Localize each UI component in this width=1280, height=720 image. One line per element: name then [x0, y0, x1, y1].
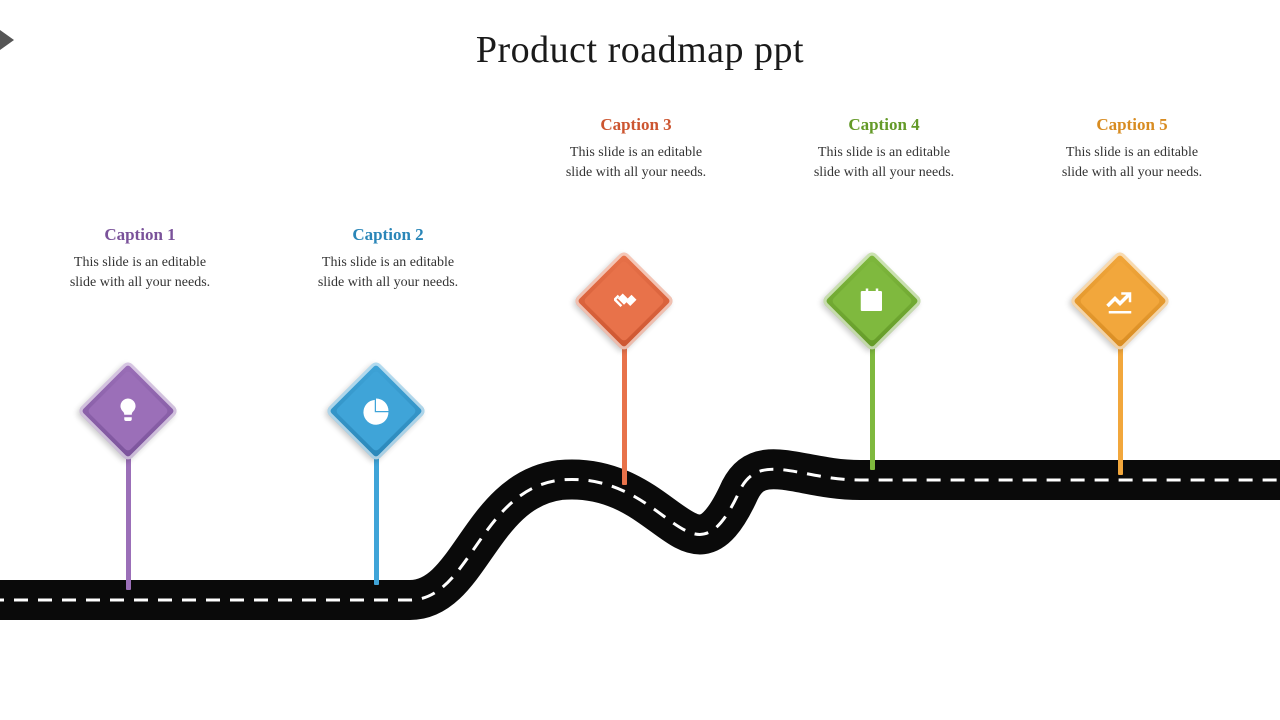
caption-body: This slide is an editable slide with all…: [288, 253, 488, 294]
caption-title: Caption 2: [288, 225, 488, 245]
diamond-sign-4: [821, 250, 923, 352]
milestone-text-1: Caption 1 This slide is an editable slide…: [40, 225, 240, 294]
handshake-icon: [609, 286, 639, 316]
slide-title: Product roadmap ppt: [0, 0, 1280, 72]
sign-pole: [870, 345, 875, 470]
milestone-text-5: Caption 5 This slide is an editable slide…: [1032, 115, 1232, 184]
calendar-icon: [857, 286, 887, 316]
bulb-icon: [113, 396, 143, 426]
sign-pole: [1118, 345, 1123, 475]
pie-icon: [361, 396, 391, 426]
caption-title: Caption 3: [536, 115, 736, 135]
caption-body: This slide is an editable slide with all…: [536, 143, 736, 184]
caption-title: Caption 1: [40, 225, 240, 245]
caption-body: This slide is an editable slide with all…: [1032, 143, 1232, 184]
sign-pole: [374, 455, 379, 585]
milestone-text-2: Caption 2 This slide is an editable slide…: [288, 225, 488, 294]
milestone-text-3: Caption 3 This slide is an editable slide…: [536, 115, 736, 184]
caption-body: This slide is an editable slide with all…: [784, 143, 984, 184]
road-path: [0, 440, 1280, 660]
growth-icon: [1105, 286, 1135, 316]
caption-title: Caption 5: [1032, 115, 1232, 135]
diamond-sign-3: [573, 250, 675, 352]
diamond-sign-5: [1069, 250, 1171, 352]
caption-body: This slide is an editable slide with all…: [40, 253, 240, 294]
caption-title: Caption 4: [784, 115, 984, 135]
sign-pole: [126, 455, 131, 590]
sign-pole: [622, 345, 627, 485]
slide-arrow-marker: [0, 30, 14, 50]
milestone-text-4: Caption 4 This slide is an editable slide…: [784, 115, 984, 184]
